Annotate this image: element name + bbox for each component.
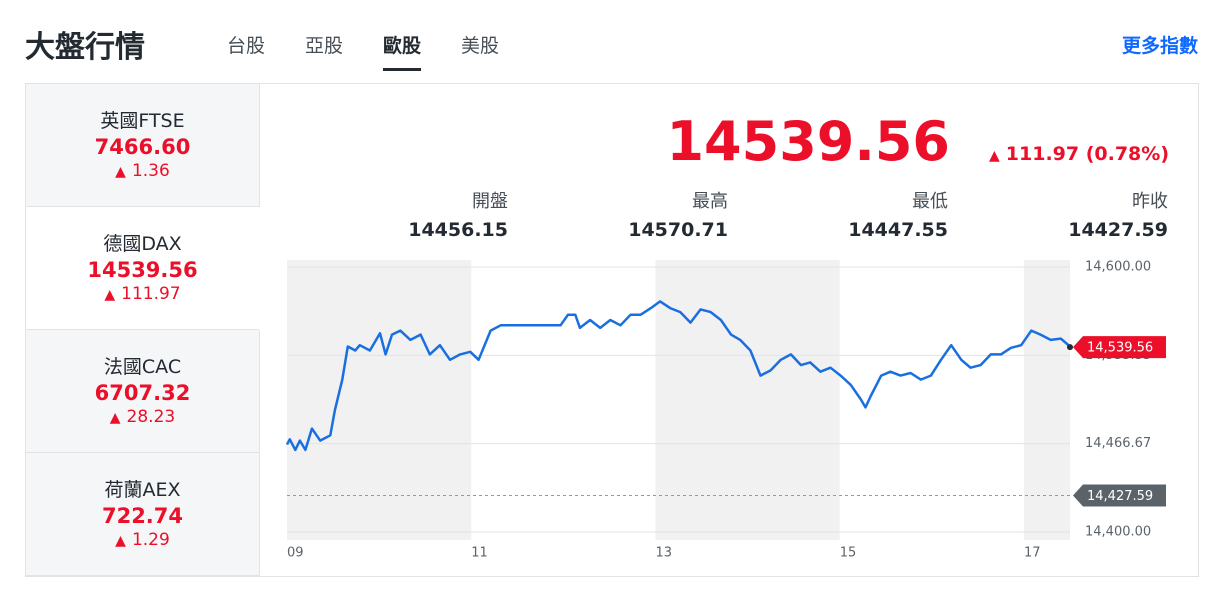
stat: 昨收 14427.59 (968, 187, 1168, 241)
index-change-value: 1.29 (131, 530, 170, 550)
index-price: 6707.32 (94, 381, 191, 405)
panel: 英國FTSE 7466.60 ▲ 1.36 德國DAX 14539.56 ▲ 111.97 法國… (25, 83, 1199, 577)
stat: 最高 14570.71 (528, 187, 728, 241)
index-row[interactable]: 英國FTSE 7466.60 ▲ 1.36 (26, 84, 260, 207)
index-change: ▲ 1.36 (26, 161, 259, 181)
index-name: 荷蘭AEX (104, 479, 181, 501)
tab[interactable]: 美股 (461, 35, 500, 57)
stat-label: 最高 (692, 191, 728, 212)
stat: 開盤 14456.15 (308, 187, 508, 241)
stat-value: 14456.15 (408, 219, 508, 241)
up-icon: ▲ (989, 148, 1000, 164)
change: ▲ 111.97 (0.78%) (989, 143, 1169, 165)
stat-label: 最低 (912, 191, 948, 212)
tab[interactable]: 歐股 (383, 31, 422, 71)
stat-label: 昨收 (1132, 191, 1168, 212)
stat-value: 14427.59 (1068, 219, 1168, 241)
up-icon: ▲ (109, 410, 121, 426)
stat: 最低 14447.55 (748, 187, 948, 241)
index-row[interactable]: 法國CAC 6707.32 ▲ 28.23 (26, 330, 260, 453)
stat-label: 開盤 (472, 191, 508, 212)
index-row[interactable]: 德國DAX 14539.56 ▲ 111.97 (26, 207, 259, 330)
change-text: 111.97 (0.78%) (1005, 143, 1169, 165)
index-name: 法國CAC (103, 356, 182, 378)
stat-value: 14570.71 (628, 219, 728, 241)
more-link[interactable]: 更多指數 (1121, 35, 1198, 57)
price: 14539.56 (666, 110, 950, 173)
index-row[interactable]: 荷蘭AEX 722.74 ▲ 1.29 (26, 453, 260, 576)
index-price: 722.74 (101, 504, 184, 528)
title: 大盤行情 (25, 30, 145, 65)
index-change: ▲ 111.97 (26, 284, 259, 304)
stat-value: 14447.55 (848, 219, 948, 241)
index-name: 英國FTSE (100, 110, 185, 132)
index-price: 7466.60 (94, 135, 191, 159)
index-change: ▲ 1.29 (26, 530, 259, 550)
index-change-value: 1.36 (131, 161, 170, 181)
index-name: 德國DAX (103, 233, 182, 255)
tab[interactable]: 台股 (227, 35, 266, 57)
index-change: ▲ 28.23 (26, 407, 259, 427)
up-icon: ▲ (115, 533, 126, 549)
up-icon: ▲ (104, 287, 116, 303)
up-icon: ▲ (115, 164, 126, 180)
tab[interactable]: 亞股 (305, 35, 344, 57)
index-change-value: 111.97 (121, 284, 181, 304)
index-change-value: 28.23 (126, 407, 176, 427)
index-price: 14539.56 (87, 258, 198, 282)
